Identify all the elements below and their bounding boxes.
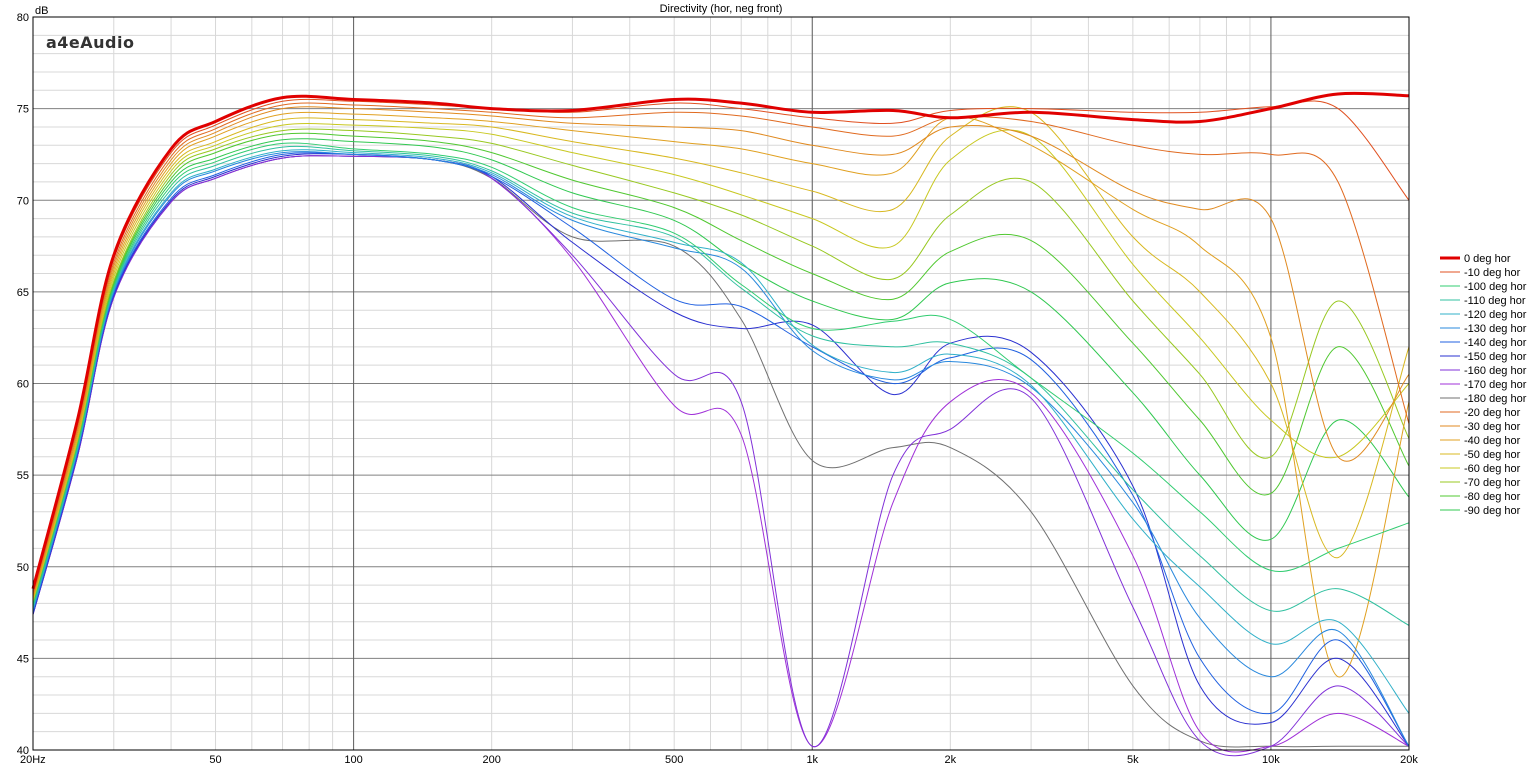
legend-label: -30 deg hor bbox=[1464, 421, 1521, 433]
x-tick-label: 50 bbox=[209, 754, 221, 766]
legend-label: -100 deg hor bbox=[1464, 281, 1527, 293]
x-tick-label: 10k bbox=[1262, 754, 1280, 766]
x-tick-label: 1k bbox=[806, 754, 818, 766]
legend-label: -110 deg hor bbox=[1464, 295, 1526, 307]
series-line--140-deg-hor bbox=[32, 152, 1410, 747]
series-group bbox=[31, 91, 1410, 757]
series-line--40-deg-hor bbox=[32, 111, 1410, 678]
chart-title: Directivity (hor, neg front) bbox=[660, 3, 783, 15]
a4eaudio-logo: a4eAudio bbox=[46, 33, 134, 52]
legend-label: -150 deg hor bbox=[1464, 351, 1527, 363]
legend-label: -60 deg hor bbox=[1464, 463, 1521, 475]
x-tick-label: 500 bbox=[665, 754, 683, 766]
legend-label: -90 deg hor bbox=[1464, 505, 1521, 517]
tick-labels: 20Hz 50 100 200 500 1k 2k 5k 10k 20k 40 45 50 55 60 65 7… bbox=[17, 12, 1419, 766]
y-tick-label: 70 bbox=[17, 195, 29, 207]
x-tick-label: 100 bbox=[344, 754, 362, 766]
series-line--20-deg-hor bbox=[32, 102, 1410, 595]
y-tick-label: 75 bbox=[17, 104, 29, 116]
legend-label: -80 deg hor bbox=[1464, 491, 1521, 503]
legend-label: -40 deg hor bbox=[1464, 435, 1521, 447]
y-tick-label: 40 bbox=[17, 745, 29, 757]
legend-label: -10 deg hor bbox=[1464, 267, 1521, 279]
legend-label: -20 deg hor bbox=[1464, 407, 1521, 419]
y-tick-label: 50 bbox=[17, 562, 29, 574]
y-tick-label: 65 bbox=[17, 287, 29, 299]
series-line--10-deg-hor bbox=[32, 98, 1410, 593]
legend: 0 deg hor -10 deg hor -100 deg hor -110 deg… bbox=[1440, 253, 1527, 517]
y-tick-label: 55 bbox=[17, 470, 29, 482]
legend-label: -50 deg hor bbox=[1464, 449, 1521, 461]
legend-label: 0 deg hor bbox=[1464, 253, 1511, 265]
x-tick-label: 200 bbox=[482, 754, 500, 766]
y-tick-label: 60 bbox=[17, 379, 29, 391]
legend-label: -120 deg hor bbox=[1464, 309, 1527, 321]
series-line--60-deg-hor bbox=[32, 123, 1410, 602]
series-line--90-deg-hor bbox=[32, 138, 1410, 606]
y-tick-label: 45 bbox=[17, 653, 29, 665]
x-tick-label: 20Hz bbox=[20, 754, 46, 766]
series-line--110-deg-hor bbox=[32, 145, 1410, 626]
series-line--80-deg-hor bbox=[32, 132, 1410, 604]
y-tick-label: 80 bbox=[17, 12, 29, 24]
y-axis-label: dB bbox=[35, 5, 48, 17]
series-line--130-deg-hor bbox=[32, 151, 1410, 747]
series-line--160-deg-hor bbox=[32, 155, 1410, 757]
series-line--150-deg-hor bbox=[32, 153, 1410, 747]
x-tick-label: 5k bbox=[1127, 754, 1139, 766]
legend-label: -70 deg hor bbox=[1464, 477, 1521, 489]
legend-label: -180 deg hor bbox=[1464, 393, 1527, 405]
series-line--30-deg-hor bbox=[32, 106, 1410, 597]
x-tick-label: 2k bbox=[945, 754, 957, 766]
plot-frame bbox=[32, 16, 1410, 751]
series-line-0-deg-hor bbox=[31, 91, 1410, 590]
grid bbox=[33, 16, 1409, 751]
x-tick-label: 20k bbox=[1400, 754, 1418, 766]
legend-label: -130 deg hor bbox=[1464, 323, 1527, 335]
series-line--50-deg-hor bbox=[32, 106, 1410, 600]
legend-label: -140 deg hor bbox=[1464, 337, 1527, 349]
legend-label: -160 deg hor bbox=[1464, 365, 1527, 377]
series-line--70-deg-hor bbox=[32, 128, 1410, 604]
series-line--120-deg-hor bbox=[32, 149, 1410, 714]
legend-label: -170 deg hor bbox=[1464, 379, 1527, 391]
series-line--100-deg-hor bbox=[32, 142, 1410, 606]
